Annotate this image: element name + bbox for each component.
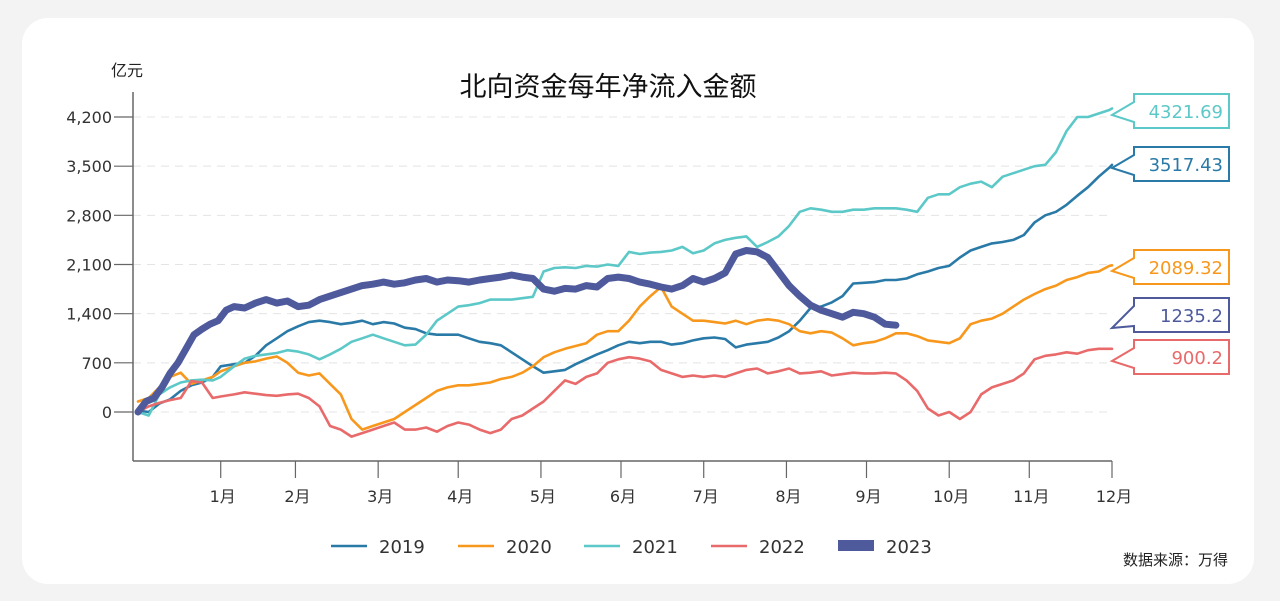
legend-swatch [838,540,874,551]
callout-box [1109,297,1230,333]
y-tick-label: 2,800 [66,206,112,225]
legend: 2019 2020 2021 2022 2023 [331,537,932,558]
x-tick-label: 7月 [693,487,719,506]
y-tick-label: 700 [81,354,112,373]
end-label-2020: 2089.32 [1109,249,1230,285]
y-tick-label: 1,400 [66,305,112,324]
y-tick-label: 4,200 [66,108,112,127]
x-tick-label: 10月 [933,487,969,506]
legend-label: 2022 [759,537,805,558]
x-tick-label: 5月 [530,487,556,506]
data-source-note: 数据来源：万得 [1123,551,1228,569]
x-tick-label: 4月 [447,487,473,506]
x-tick-label: 9月 [855,487,881,506]
series-line-2019 [136,163,1114,414]
callout-box [1109,339,1230,375]
end-value-labels: 3517.43 2089.32 4321.69 900.2 1235.2 [1109,93,1230,375]
series-line-2023 [134,247,900,416]
y-tick-label: 3,500 [66,157,112,176]
end-label-2023: 1235.2 [1109,297,1230,333]
chart-title: 北向资金每年净流入金额 [460,72,757,103]
end-label-value: 4321.69 [1149,102,1223,123]
y-axis-unit-label: 亿元 [111,61,143,80]
end-label-2022: 900.2 [1109,339,1230,375]
y-tick-label: 2,100 [66,256,112,275]
end-label-2021: 4321.69 [1109,93,1230,129]
series-line-2022 [136,347,1114,438]
legend-label: 2023 [886,537,932,558]
end-label-value: 2089.32 [1149,258,1223,279]
gridlines [133,116,1112,413]
callout-box [1109,249,1230,285]
chart-card [22,18,1254,584]
x-tick-label: 2月 [284,487,310,506]
x-tick-label: 3月 [367,487,393,506]
y-axis-ticks: 0 700 1,400 2,100 2,800 3,500 4,200 [66,108,133,422]
legend-item-2019[interactable]: 2019 [331,537,425,558]
x-tick-label: 11月 [1013,487,1049,506]
x-tick-label: 8月 [775,487,801,506]
legend-item-2023[interactable]: 2023 [838,537,932,558]
legend-label: 2019 [379,537,425,558]
series-line-2021 [136,107,1114,417]
legend-label: 2021 [632,537,678,558]
series-line-2020 [136,264,1114,431]
legend-item-2022[interactable]: 2022 [711,537,805,558]
x-axis-ticks: 1月 2月 3月 4月 5月 6月 7月 8月 9月 10月 11月 12月 [210,461,1132,506]
callout-box [1109,146,1230,182]
legend-label: 2020 [506,537,552,558]
legend-item-2021[interactable]: 2021 [584,537,678,558]
end-label-value: 1235.2 [1160,306,1223,327]
end-label-2019: 3517.43 [1109,146,1230,182]
series-lines [134,107,1114,438]
end-label-value: 900.2 [1171,348,1223,369]
y-tick-label: 0 [102,403,112,422]
x-tick-label: 6月 [610,487,636,506]
x-tick-label: 12月 [1096,487,1132,506]
callout-box [1109,93,1230,129]
x-tick-label: 1月 [210,487,236,506]
end-label-value: 3517.43 [1149,155,1223,176]
legend-item-2020[interactable]: 2020 [458,537,552,558]
